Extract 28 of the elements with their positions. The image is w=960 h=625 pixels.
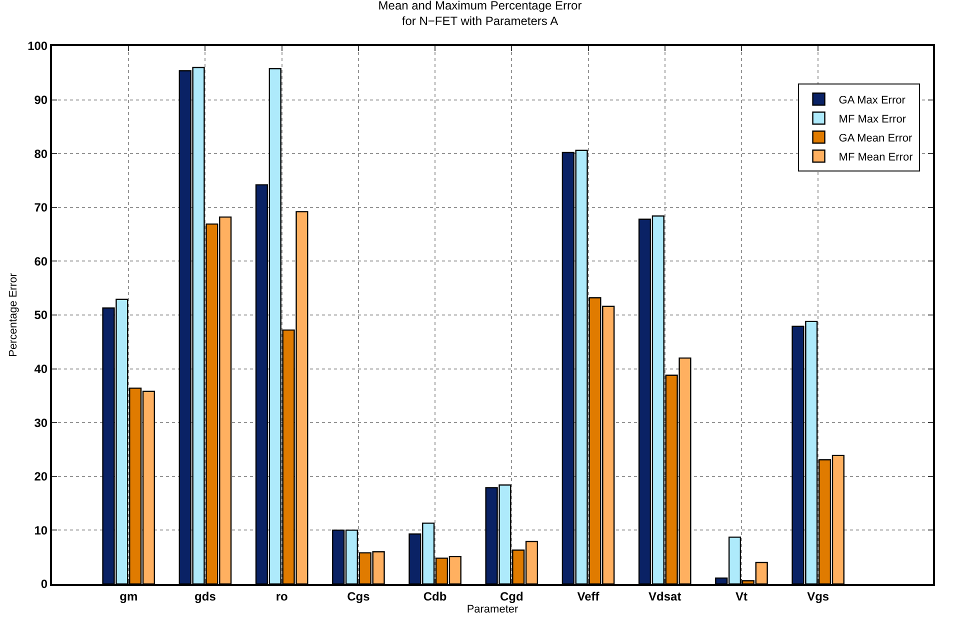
y-tick-label: 20 bbox=[34, 470, 48, 484]
y-tick-label: 30 bbox=[34, 416, 48, 430]
y-tick-label: 60 bbox=[34, 254, 48, 268]
x-tick-label: Veff bbox=[577, 589, 600, 604]
x-tick-label: gm bbox=[120, 589, 138, 604]
y-axis-title: Percentage Error bbox=[8, 272, 20, 357]
y-tick-label: 80 bbox=[34, 146, 48, 161]
x-tick-label: Vdsat bbox=[648, 589, 682, 604]
x-tick-label: Vt bbox=[735, 589, 748, 604]
x-tick-label: ro bbox=[276, 589, 288, 604]
legend-label: MF Mean Error bbox=[838, 151, 914, 164]
y-tick-label: 10 bbox=[34, 523, 48, 538]
y-tick-label: 90 bbox=[34, 93, 48, 107]
y-tick-label: 0 bbox=[40, 577, 48, 592]
x-tick-label: gds bbox=[194, 589, 216, 604]
x-tick-label: Cgs bbox=[347, 589, 370, 604]
legend-label: MF Max Error bbox=[838, 113, 906, 126]
legend-label: GA Max Error bbox=[838, 94, 906, 106]
legend-label: GA Mean Error bbox=[838, 132, 912, 144]
x-axis-title: Parameter bbox=[466, 603, 519, 616]
y-tick-label: 40 bbox=[34, 362, 48, 376]
y-tick-label: 70 bbox=[34, 200, 48, 215]
x-tick-label: Cgd bbox=[500, 589, 524, 604]
y-tick-label: 50 bbox=[34, 308, 48, 322]
chart-title: Mean and Maximum Percentage Error for N−FET with Parameters A bbox=[378, 0, 582, 28]
x-tick-label: Vgs bbox=[807, 589, 830, 604]
x-tick-label: Cdb bbox=[423, 589, 447, 604]
y-tick-label: 100 bbox=[28, 39, 48, 54]
